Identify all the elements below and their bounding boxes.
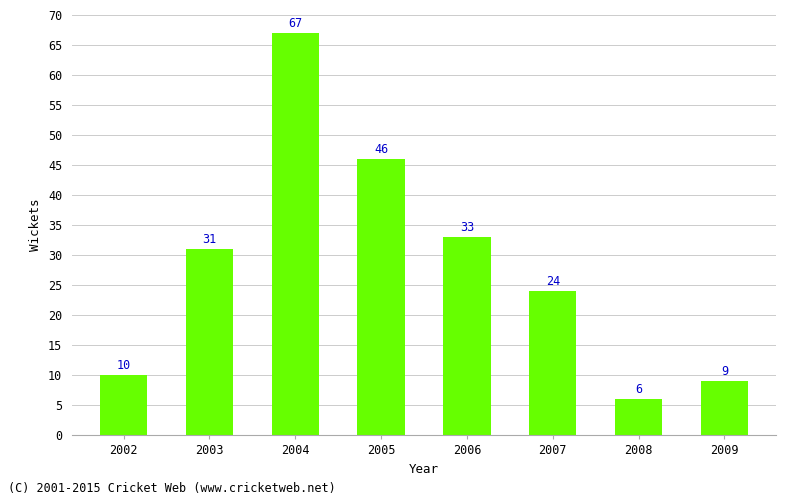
Bar	[272, 33, 319, 435]
Bar	[358, 159, 405, 435]
X-axis label: Year: Year	[409, 462, 439, 475]
Text: 46: 46	[374, 143, 388, 156]
Text: 33: 33	[460, 221, 474, 234]
Bar	[443, 237, 490, 435]
Text: 10: 10	[116, 359, 130, 372]
Text: 6: 6	[635, 383, 642, 396]
Text: 31: 31	[202, 233, 217, 246]
Bar	[186, 249, 233, 435]
Bar	[100, 375, 147, 435]
Text: (C) 2001-2015 Cricket Web (www.cricketweb.net): (C) 2001-2015 Cricket Web (www.cricketwe…	[8, 482, 336, 495]
Text: 9: 9	[721, 365, 728, 378]
Bar	[701, 381, 748, 435]
Text: 67: 67	[288, 17, 302, 30]
Bar	[529, 291, 576, 435]
Y-axis label: Wickets: Wickets	[30, 198, 42, 251]
Bar	[615, 399, 662, 435]
Text: 24: 24	[546, 275, 560, 288]
